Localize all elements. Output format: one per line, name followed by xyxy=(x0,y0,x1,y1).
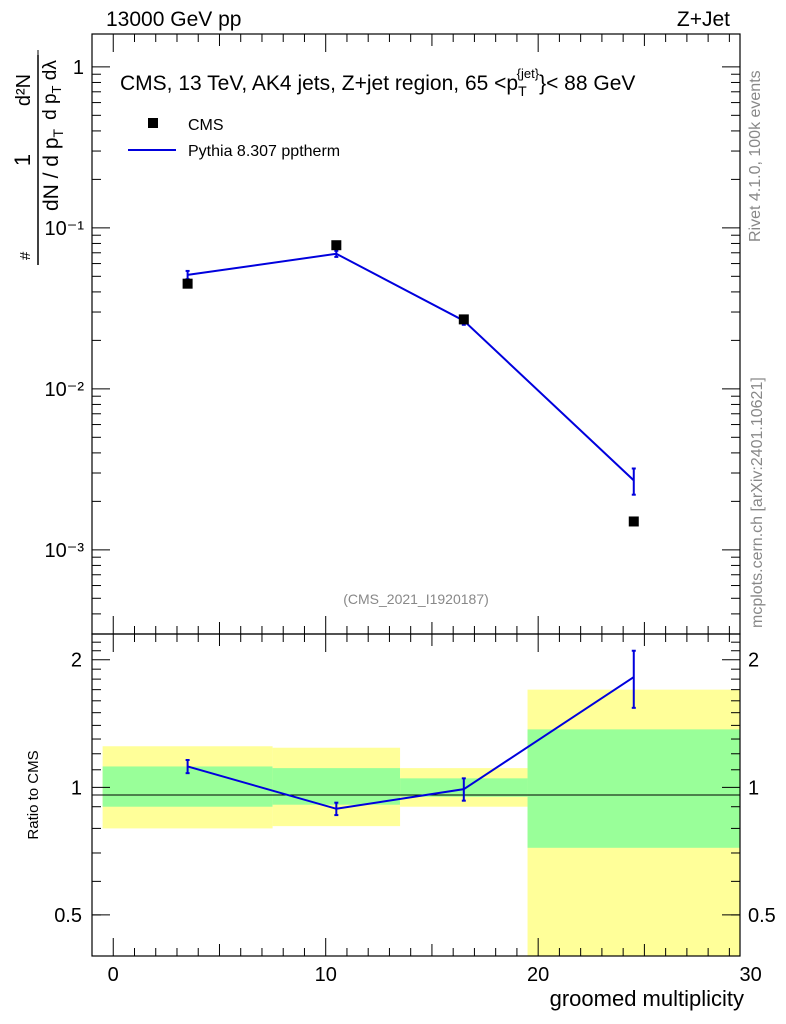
legend-cms-label: CMS xyxy=(188,117,224,134)
ratio-ytick-label: 0.5 xyxy=(54,905,82,927)
legend-cms-marker xyxy=(148,118,158,128)
mcplots-source-label: mcplots.cern.ch [arXiv:2401.10621] xyxy=(749,377,766,628)
xtick-label: 10 xyxy=(315,964,337,986)
ratio-ylabel: Ratio to CMS xyxy=(25,750,42,839)
ratio-band-green xyxy=(272,768,401,805)
xaxis-label: groomed multiplicity xyxy=(550,986,744,1011)
cms-data-point xyxy=(331,240,342,251)
rivet-version-label: Rivet 4.1.0, 100k events xyxy=(747,70,764,242)
header-process-label: Z+Jet xyxy=(677,8,730,31)
ratio-pythia-line xyxy=(187,676,635,810)
header-energy-label: 13000 GeV pp xyxy=(106,8,241,31)
svg-text:#: # xyxy=(17,251,34,260)
main-ytick-label: 10⁻² xyxy=(45,379,85,401)
cms-data-point xyxy=(182,278,193,289)
ratio-axis-ticks: 0 10 20 30 2 2 1 1 0.5 0.5 xyxy=(54,634,776,986)
ratio-ytick-label-right: 0.5 xyxy=(748,905,776,927)
ratio-marks xyxy=(185,649,636,817)
main-ytick-label: 10⁻³ xyxy=(45,540,85,562)
svg-text:d²N: d²N xyxy=(13,74,35,106)
xtick-label: 20 xyxy=(527,964,549,986)
ratio-bands xyxy=(102,689,740,956)
cms-data-point xyxy=(628,516,639,527)
ratio-ytick-label: 2 xyxy=(71,650,82,672)
svg-text:d pT dλ: d pT dλ xyxy=(40,60,64,120)
svg-text:1: 1 xyxy=(10,154,35,166)
plot-title: CMS, 13 TeV, AK4 jets, Z+jet region, 65 … xyxy=(120,66,635,99)
main-ytick-label: 1 xyxy=(73,57,84,79)
analysis-watermark: (CMS_2021_I1920187) xyxy=(343,591,489,607)
main-marks xyxy=(182,240,639,527)
ratio-band-green xyxy=(527,729,740,848)
ratio-ytick-label-right: 1 xyxy=(748,777,759,799)
main-ylabel: 1 dN / d pT d²N d pT dλ # xyxy=(10,50,66,265)
main-ytick-label: 10⁻¹ xyxy=(45,218,85,240)
xtick-label: 30 xyxy=(739,964,761,986)
ratio-ytick-label: 1 xyxy=(71,777,82,799)
svg-text:dN / d pT: dN / d pT xyxy=(40,129,66,212)
ratio-ytick-label-right: 2 xyxy=(748,650,759,672)
pythia-line xyxy=(187,252,635,482)
legend-pythia-label: Pythia 8.307 pptherm xyxy=(188,143,340,160)
xtick-label: 0 xyxy=(108,964,119,986)
cms-data-point xyxy=(458,314,469,325)
main-axis-ticks: 1 10⁻¹ 10⁻² 10⁻³ xyxy=(45,34,740,635)
